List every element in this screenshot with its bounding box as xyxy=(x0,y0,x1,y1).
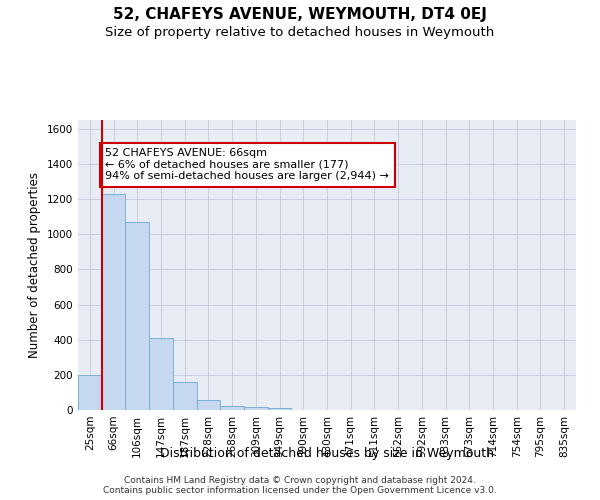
Text: 52 CHAFEYS AVENUE: 66sqm
← 6% of detached houses are smaller (177)
94% of semi-d: 52 CHAFEYS AVENUE: 66sqm ← 6% of detache… xyxy=(105,148,389,182)
Bar xyxy=(173,382,197,410)
Bar xyxy=(220,406,244,410)
Bar xyxy=(149,338,173,410)
Text: Contains HM Land Registry data © Crown copyright and database right 2024.
Contai: Contains HM Land Registry data © Crown c… xyxy=(103,476,497,495)
Text: Distribution of detached houses by size in Weymouth: Distribution of detached houses by size … xyxy=(160,448,494,460)
Bar xyxy=(78,375,102,410)
Y-axis label: Number of detached properties: Number of detached properties xyxy=(28,172,41,358)
Text: Size of property relative to detached houses in Weymouth: Size of property relative to detached ho… xyxy=(106,26,494,39)
Bar xyxy=(125,222,149,410)
Bar xyxy=(197,400,220,410)
Bar xyxy=(268,408,292,410)
Bar xyxy=(102,194,125,410)
Text: 52, CHAFEYS AVENUE, WEYMOUTH, DT4 0EJ: 52, CHAFEYS AVENUE, WEYMOUTH, DT4 0EJ xyxy=(113,8,487,22)
Bar xyxy=(244,407,268,410)
